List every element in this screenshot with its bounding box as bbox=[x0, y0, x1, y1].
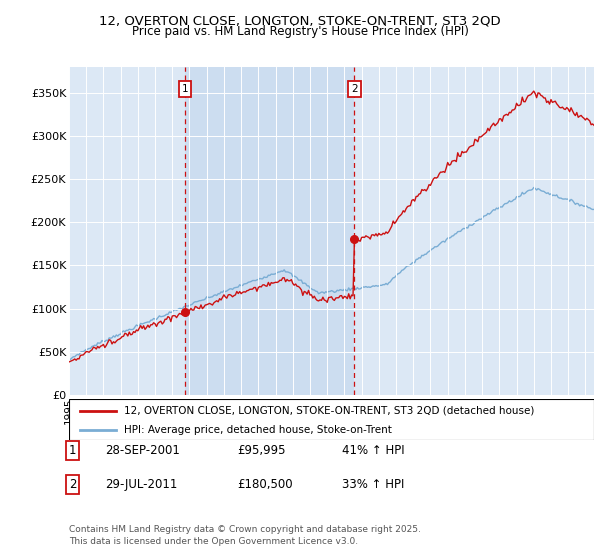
Text: 33% ↑ HPI: 33% ↑ HPI bbox=[342, 478, 404, 491]
Text: 28-SEP-2001: 28-SEP-2001 bbox=[105, 444, 180, 458]
Text: 1: 1 bbox=[182, 84, 188, 94]
Text: Price paid vs. HM Land Registry's House Price Index (HPI): Price paid vs. HM Land Registry's House … bbox=[131, 25, 469, 38]
Text: £95,995: £95,995 bbox=[237, 444, 286, 458]
Text: 41% ↑ HPI: 41% ↑ HPI bbox=[342, 444, 404, 458]
Text: 1: 1 bbox=[69, 444, 77, 458]
Text: 12, OVERTON CLOSE, LONGTON, STOKE-ON-TRENT, ST3 2QD: 12, OVERTON CLOSE, LONGTON, STOKE-ON-TRE… bbox=[99, 14, 501, 27]
Text: 2: 2 bbox=[351, 84, 358, 94]
Text: £180,500: £180,500 bbox=[237, 478, 293, 491]
Text: 2: 2 bbox=[69, 478, 77, 491]
Text: 29-JUL-2011: 29-JUL-2011 bbox=[105, 478, 178, 491]
Text: HPI: Average price, detached house, Stoke-on-Trent: HPI: Average price, detached house, Stok… bbox=[124, 424, 392, 435]
Bar bbox=[185, 67, 355, 395]
Text: Contains HM Land Registry data © Crown copyright and database right 2025.
This d: Contains HM Land Registry data © Crown c… bbox=[69, 525, 421, 546]
Text: 12, OVERTON CLOSE, LONGTON, STOKE-ON-TRENT, ST3 2QD (detached house): 12, OVERTON CLOSE, LONGTON, STOKE-ON-TRE… bbox=[124, 405, 535, 416]
